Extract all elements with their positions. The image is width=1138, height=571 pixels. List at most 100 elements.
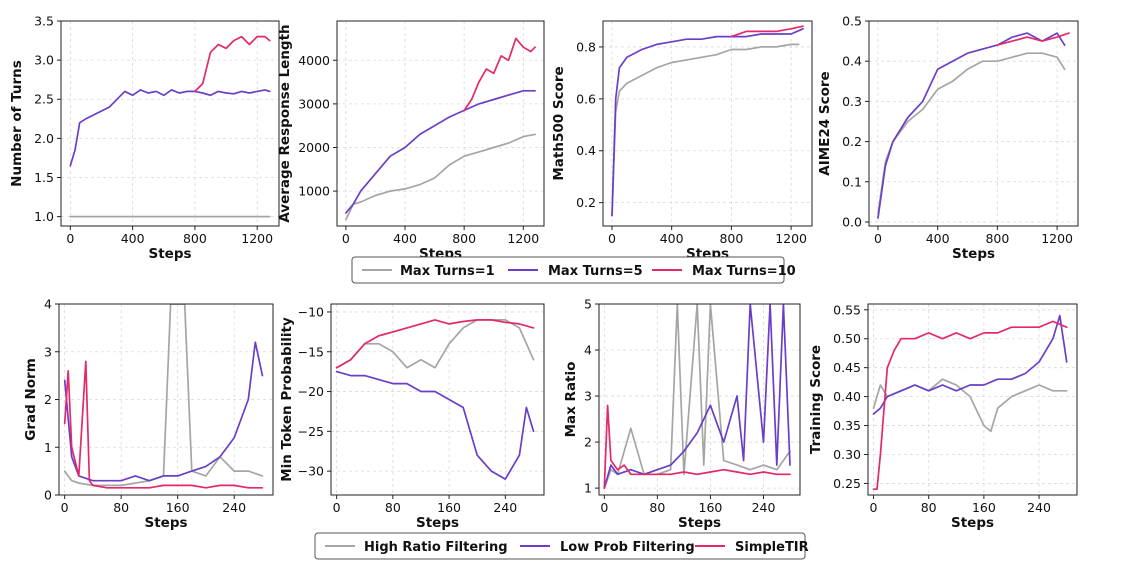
y-axis-title: Min Token Probability [279, 317, 295, 482]
legend-bottom-box [314, 532, 806, 560]
y-axis-title: Training Score [808, 345, 824, 454]
x-tick-label: 0 [333, 500, 341, 515]
x-tick-label: 240 [752, 500, 776, 515]
y-tick-label: −20 [298, 384, 324, 399]
x-tick-label: 80 [649, 500, 665, 515]
chart-panel-5: 0 80 160 240 −30 −25 −20 −15 −10 Steps Min Token P… [279, 303, 545, 531]
x-axis-title: Steps [416, 515, 459, 531]
series-line-high-ratio-filtering [63, 304, 264, 487]
x-tick-label: 0 [870, 500, 878, 515]
y-tick-label: 0.40 [833, 389, 861, 404]
y-tick-label: 2000 [298, 140, 330, 155]
chart-panels: 0 400 800 12001.01.52.02.53.03.5StepsNumber… [9, 14, 1079, 531]
y-tick-label: 3.0 [34, 53, 54, 68]
x-tick-label: 160 [972, 500, 996, 515]
legend-bottom-label-2: SimpleTIR [735, 540, 809, 555]
chart-panel-3: 0 400 800 1200 0.0 0.1 0.2 0.3 0.4 0.5 Steps AIME24… [817, 14, 1079, 262]
y-tick-label: 3 [584, 389, 592, 404]
series-group [69, 35, 271, 218]
y-axis-title: Max Ratio [563, 362, 579, 438]
x-tick-label: 1200 [241, 231, 273, 246]
legend-bottom-label-0: High Ratio Filtering [364, 540, 508, 555]
y-tick-label: 0.5 [842, 14, 862, 29]
y-axis-title: Number of Turns [9, 60, 25, 187]
x-tick-label: 240 [222, 500, 246, 515]
y-tick-label: 1 [44, 440, 52, 455]
y-tick-label: 0.4 [576, 143, 596, 158]
x-tick-label: 0 [61, 500, 69, 515]
x-tick-label: 400 [121, 231, 145, 246]
y-tick-label: 4 [584, 343, 592, 358]
series-group [603, 304, 791, 489]
y-tick-label: 0.8 [576, 39, 596, 54]
y-tick-label: 2 [44, 392, 52, 407]
y-tick-label: 0.0 [842, 214, 862, 229]
y-axis-title: AIME24 Score [817, 71, 833, 175]
series-group [345, 37, 536, 221]
legend-top-label-1: Max Turns=5 [548, 264, 643, 279]
chart-panel-0: 0 400 800 1200 1.0 1.5 2.0 2.5 3.0 3.5 Steps Number… [9, 14, 280, 262]
series-line-simpletir [603, 404, 791, 489]
y-tick-label: 1000 [298, 184, 330, 199]
y-tick-label: 0.2 [576, 195, 596, 210]
series-line-low-prob-filtering [63, 341, 264, 482]
y-tick-label: 1.0 [34, 209, 54, 224]
chart-panel-1: 0 400 800 12001000200030004000StepsAverage … [277, 20, 545, 262]
series-line-max-turns-10 [194, 35, 271, 93]
series-group [63, 304, 264, 489]
x-tick-label: 400 [393, 231, 417, 246]
y-tick-label: 0.35 [833, 418, 861, 433]
x-tick-label: 800 [719, 231, 743, 246]
plot-frame [330, 303, 545, 496]
plot-frame [336, 20, 545, 227]
y-axis-title: Math500 Score [551, 66, 567, 180]
y-tick-label: 3000 [298, 96, 330, 111]
series-line-high-ratio-filtering [603, 304, 791, 489]
y-tick-label: 1.5 [34, 170, 54, 185]
y-tick-label: 0.50 [833, 331, 861, 346]
plot-frame [602, 20, 813, 227]
plot-frame [867, 303, 1078, 496]
x-axis-title: Steps [148, 246, 191, 262]
series-line-simpletir [63, 360, 264, 489]
y-tick-label: −15 [298, 344, 324, 359]
x-axis-title: Steps [678, 515, 721, 531]
series-line-low-prob-filtering [603, 304, 791, 489]
x-tick-label: 800 [452, 231, 476, 246]
y-tick-label: 0.55 [833, 302, 861, 317]
y-tick-label: 2.5 [34, 92, 54, 107]
x-tick-label: 0 [608, 231, 616, 246]
y-tick-label: 2 [584, 435, 592, 450]
x-tick-label: 800 [985, 231, 1009, 246]
series-line-max-turns-5 [877, 32, 1066, 219]
series-line-max-turns-5 [69, 89, 271, 167]
chart-panel-7: 0 80 160 240 0.25 0.30 0.35 0.40 0.45 0.50 0.55 Ste… [808, 302, 1078, 531]
y-tick-label: −30 [298, 464, 324, 479]
x-axis-title: Steps [952, 246, 995, 262]
series-line-max-turns-1 [877, 52, 1066, 215]
series-group [877, 32, 1070, 219]
legend-top-box [351, 256, 785, 284]
x-tick-label: 0 [66, 231, 74, 246]
y-tick-label: 4000 [298, 53, 330, 68]
x-tick-label: 1200 [507, 231, 539, 246]
chart-panel-4: 0 80 160 240 0 1 2 3 4 Steps Grad Norm [23, 297, 274, 531]
x-tick-label: 1200 [775, 231, 807, 246]
series-line-simpletir [872, 320, 1068, 491]
legend-top-label-2: Max Turns=10 [692, 264, 796, 279]
series-line-high-ratio-filtering [335, 319, 535, 369]
plot-frame [60, 20, 280, 227]
plot-frame [598, 303, 801, 496]
y-tick-label: 0.2 [842, 134, 862, 149]
x-tick-label: 80 [921, 500, 937, 515]
y-tick-label: 2.0 [34, 131, 54, 146]
series-line-max-turns-1 [345, 133, 536, 221]
series-line-low-prob-filtering [335, 370, 535, 480]
legend-bottom-label-1: Low Prob Filtering [560, 540, 695, 555]
x-tick-label: 0 [600, 500, 608, 515]
y-tick-label: 1 [584, 481, 592, 496]
y-tick-label: 5 [584, 297, 592, 312]
x-tick-label: 160 [437, 500, 461, 515]
legend-top-label-0: Max Turns=1 [400, 264, 495, 279]
